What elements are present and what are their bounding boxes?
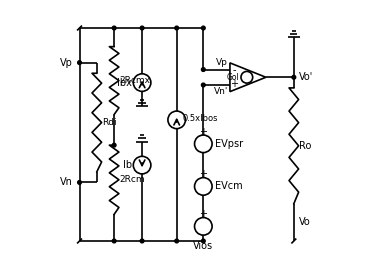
Text: 0.5xIbos: 0.5xIbos bbox=[182, 114, 218, 123]
Text: Ibx: Ibx bbox=[117, 77, 132, 88]
Circle shape bbox=[201, 26, 205, 30]
Circle shape bbox=[201, 68, 205, 71]
Text: Vios: Vios bbox=[193, 241, 213, 251]
Circle shape bbox=[112, 26, 116, 30]
Circle shape bbox=[140, 239, 144, 243]
Text: +: + bbox=[199, 169, 207, 179]
Circle shape bbox=[292, 75, 296, 79]
Text: +: + bbox=[230, 79, 238, 89]
Circle shape bbox=[78, 180, 81, 184]
Circle shape bbox=[175, 239, 178, 243]
Text: Gol: Gol bbox=[227, 73, 240, 82]
Text: 2Rcm: 2Rcm bbox=[120, 175, 145, 184]
Text: Rdi: Rdi bbox=[102, 118, 117, 127]
Circle shape bbox=[140, 26, 144, 30]
Text: 2Rcmx: 2Rcmx bbox=[120, 76, 151, 85]
Text: Vp: Vp bbox=[60, 58, 73, 68]
Text: Ro: Ro bbox=[299, 141, 311, 151]
Text: EVpsr: EVpsr bbox=[215, 139, 243, 149]
Circle shape bbox=[78, 61, 81, 65]
Circle shape bbox=[112, 143, 116, 147]
Text: Vo': Vo' bbox=[299, 72, 313, 82]
Circle shape bbox=[201, 83, 205, 87]
Text: Ib: Ib bbox=[123, 160, 132, 170]
Text: Vn': Vn' bbox=[213, 87, 228, 96]
Text: Vp: Vp bbox=[216, 58, 228, 68]
Text: EVcm: EVcm bbox=[215, 181, 243, 192]
Text: +: + bbox=[199, 127, 207, 137]
Text: -: - bbox=[232, 65, 236, 75]
Text: +: + bbox=[199, 209, 207, 219]
Circle shape bbox=[175, 26, 178, 30]
Text: Vo: Vo bbox=[299, 217, 310, 227]
Text: Vn: Vn bbox=[60, 178, 73, 187]
Circle shape bbox=[112, 239, 116, 243]
Circle shape bbox=[201, 239, 205, 243]
